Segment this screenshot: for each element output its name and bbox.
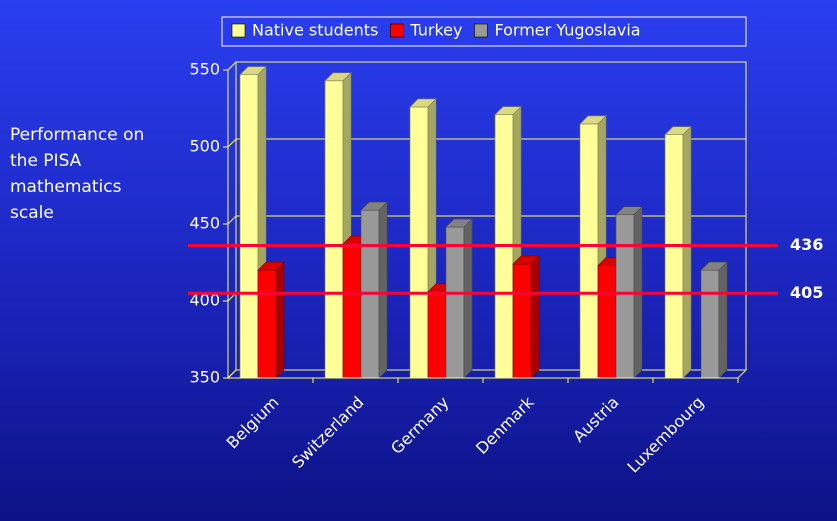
x-tick-label: Luxembourg: [624, 393, 708, 477]
x-tick-label: Switzerland: [288, 393, 367, 472]
y-tick-label: 550: [189, 60, 220, 79]
x-tick-label: Austria: [569, 393, 622, 446]
legend-swatch: [474, 23, 488, 38]
bar: [615, 214, 635, 379]
x-tick-label: Denmark: [472, 392, 538, 458]
bar-side: [378, 201, 388, 379]
bar-side: [718, 261, 728, 379]
legend-label: Turkey: [409, 21, 462, 40]
legend-box: [221, 16, 747, 47]
y-tick-label: 350: [189, 368, 220, 387]
grid-line: [227, 215, 746, 225]
bar: [579, 123, 599, 379]
bar-side: [463, 218, 473, 379]
legend-swatch: [390, 23, 404, 38]
y-tick-label: 500: [189, 137, 220, 156]
reference-label: 405: [790, 283, 823, 302]
x-tick-label: Belgium: [223, 393, 283, 453]
bar-side: [275, 261, 285, 379]
bar: [700, 269, 720, 379]
reference-label: 436: [790, 235, 823, 254]
bar: [324, 80, 344, 379]
bar: [512, 263, 532, 379]
grid-line: [227, 61, 746, 71]
bar: [664, 134, 684, 379]
legend-label: Former Yugoslavia: [494, 21, 640, 40]
y-tick-label: 450: [189, 214, 220, 233]
bar-side: [682, 125, 692, 379]
bar: [342, 243, 362, 379]
grid-line: [227, 369, 746, 379]
bar: [445, 226, 465, 379]
y-tick-label: 400: [189, 291, 220, 310]
bar: [409, 106, 429, 379]
y-axis-label: Performance on the PISA mathematics scal…: [10, 125, 145, 223]
bar: [239, 74, 259, 379]
x-tick-label: Germany: [387, 393, 452, 458]
bar: [427, 291, 447, 379]
bar: [597, 265, 617, 379]
bar-side: [530, 255, 540, 379]
bar: [257, 269, 277, 379]
grid-line: [227, 138, 746, 148]
legend-swatch: [231, 23, 246, 38]
legend-label: Native students: [252, 21, 378, 40]
